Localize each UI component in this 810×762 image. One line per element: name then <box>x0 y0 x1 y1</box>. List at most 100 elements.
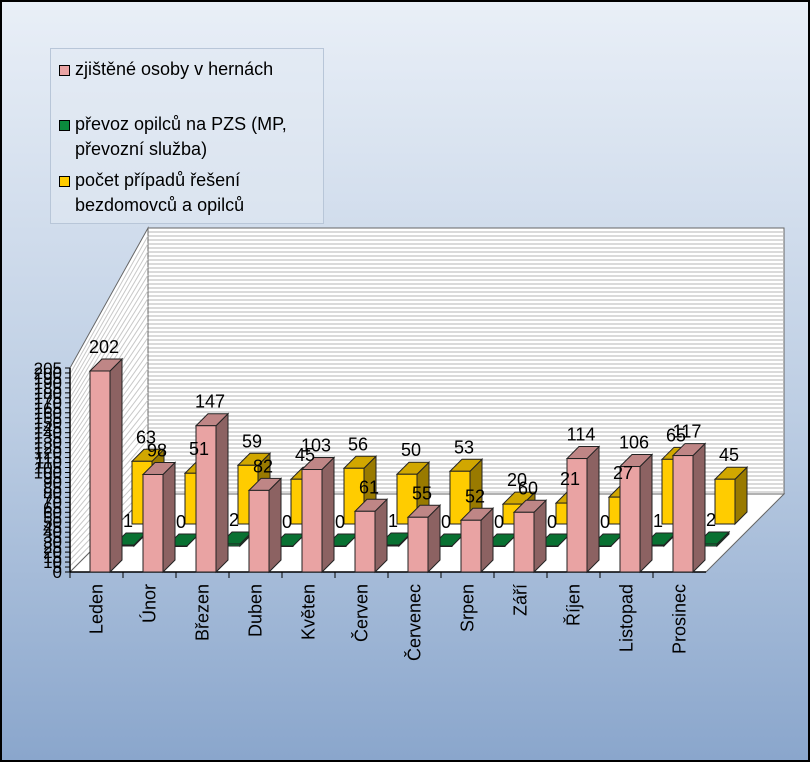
data-label-bezdomovci: 51 <box>189 439 209 459</box>
y-tick-label: 120 <box>34 444 62 463</box>
legend-swatch-prevoz <box>59 120 70 131</box>
data-label-prevoz: 0 <box>600 512 610 532</box>
bar-side <box>215 412 229 574</box>
bar-herny <box>512 499 548 574</box>
bar-front <box>449 470 471 525</box>
legend-item-prevoz: převoz opilců na PZS (MP, převozní služb… <box>59 112 317 162</box>
bar-herny <box>565 445 601 574</box>
side-gridline <box>69 235 149 375</box>
bar-front <box>354 510 376 573</box>
bar-side <box>321 456 335 574</box>
y-tick-label: 60 <box>43 503 62 522</box>
y-tick-label: 65 <box>43 498 62 517</box>
bar-front <box>513 511 535 573</box>
y-tick-label: 105 <box>34 459 62 478</box>
data-label-prevoz: 0 <box>441 512 451 532</box>
x-tick-label: Červen <box>351 584 372 642</box>
data-label-bezdomovci: 20 <box>507 470 527 490</box>
legend-swatch-herny <box>59 65 70 76</box>
y-tick-label: 0 <box>53 563 62 582</box>
data-label-prevoz: 1 <box>388 511 398 531</box>
y-tick-label: 140 <box>34 424 62 443</box>
y-tick-label: 195 <box>34 369 62 388</box>
bar-front <box>195 425 217 573</box>
bar-front <box>89 370 111 573</box>
y-tick-label: 80 <box>43 483 62 502</box>
data-label-prevoz: 0 <box>494 512 504 532</box>
bar-bezdomovci <box>713 466 749 526</box>
y-tick-label: 40 <box>43 523 62 542</box>
bar-front <box>248 489 270 573</box>
y-tick-label: 30 <box>43 533 62 552</box>
bar-herny <box>300 456 336 574</box>
data-label-prevoz: 2 <box>706 510 716 530</box>
x-tick-label: Leden <box>87 584 107 634</box>
data-label-prevoz: 1 <box>123 511 133 531</box>
data-label-herny: 55 <box>412 483 432 503</box>
bar-herny <box>88 357 124 574</box>
y-tick-label: 170 <box>34 394 62 413</box>
data-label-prevoz: 0 <box>176 512 186 532</box>
x-tick-label: Červenec <box>404 584 425 661</box>
x-tick-label: Září <box>511 584 531 616</box>
y-tick-label: 150 <box>34 414 62 433</box>
x-tick-label: Únor <box>139 584 160 623</box>
bar-herny <box>194 412 230 574</box>
data-label-herny: 103 <box>301 436 331 456</box>
data-label-herny: 61 <box>359 477 379 497</box>
bar-herny <box>671 442 707 574</box>
bar-front <box>619 466 641 573</box>
y-tick-label: 75 <box>43 488 62 507</box>
data-label-prevoz: 1 <box>653 511 663 531</box>
y-tick-label: 35 <box>43 528 62 547</box>
legend-item-bezdomovci: počet případů řešení bezdomovců a opilců <box>59 168 317 218</box>
y-tick-label: 130 <box>34 434 62 453</box>
bar-front <box>566 458 588 573</box>
data-label-bezdomovci: 21 <box>560 469 580 489</box>
data-label-prevoz: 0 <box>547 512 557 532</box>
legend-swatch-bezdomovci <box>59 176 70 187</box>
x-tick-label: Březen <box>193 584 213 641</box>
side-gridline <box>69 251 149 387</box>
bar-front <box>460 519 482 573</box>
y-tick-label: 90 <box>43 473 62 492</box>
y-tick-label: 15 <box>43 548 62 567</box>
data-label-bezdomovci: 53 <box>454 437 474 457</box>
x-tick-label: Srpen <box>458 584 478 632</box>
y-tick-label: 5 <box>53 558 62 577</box>
bar-front <box>301 469 323 573</box>
y-tick-label: 205 <box>34 359 62 378</box>
data-label-herny: 114 <box>567 425 596 445</box>
y-tick-label: 45 <box>43 518 62 537</box>
data-label-bezdomovci: 59 <box>242 431 262 451</box>
y-tick-label: 145 <box>34 419 62 438</box>
y-tick-label: 125 <box>34 439 62 458</box>
data-label-herny: 147 <box>195 392 225 412</box>
x-tick-label: Květen <box>299 584 319 640</box>
bar-herny <box>247 477 283 574</box>
data-label-herny: 82 <box>253 456 273 476</box>
data-label-herny: 52 <box>465 486 485 506</box>
legend-item-herny: zjištěné osoby v hernách <box>59 57 317 82</box>
y-tick-label: 100 <box>34 463 62 482</box>
bar-herny <box>353 498 389 574</box>
legend: zjištěné osoby v hernách převoz opilců n… <box>50 48 324 224</box>
side-gridline <box>69 266 149 399</box>
y-tick-label: 70 <box>43 493 62 512</box>
y-tick-label: 200 <box>34 364 62 383</box>
y-tick-label: 180 <box>34 384 62 403</box>
bar-front <box>714 478 736 525</box>
y-tick-label: 25 <box>43 538 62 557</box>
y-tick-label: 50 <box>43 513 62 532</box>
side-gridline <box>69 243 149 381</box>
bar-bezdomovci <box>448 458 484 526</box>
data-label-prevoz: 0 <box>282 512 292 532</box>
bar-side <box>692 442 706 574</box>
y-tick-label: 175 <box>34 389 62 408</box>
y-ticks: 0510152025303540455055606570758085909510… <box>34 359 70 582</box>
x-tick-label: Duben <box>246 584 266 637</box>
data-label-bezdomovci: 63 <box>136 427 156 447</box>
y-tick-label: 185 <box>34 379 62 398</box>
side-gridline <box>69 274 149 405</box>
